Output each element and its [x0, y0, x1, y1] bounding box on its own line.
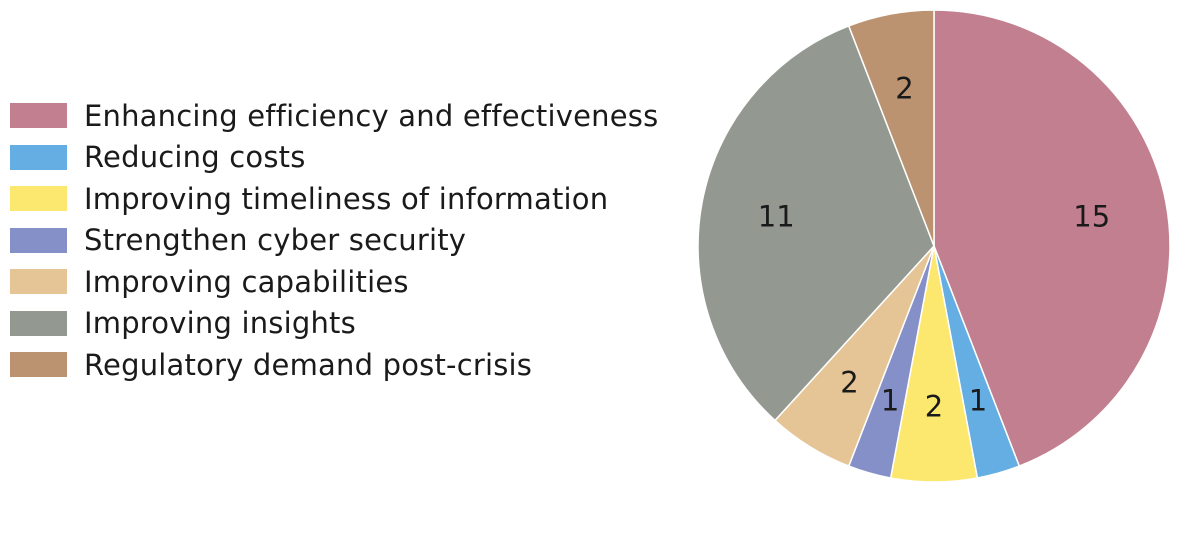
legend-swatch-timeliness	[10, 186, 67, 212]
slice-value-label-regulatory: 2	[895, 71, 913, 105]
pie-slices	[697, 9, 1171, 483]
legend: Enhancing efficiency and effectiveness R…	[10, 95, 658, 386]
slice-value-label-timeliness: 2	[925, 389, 943, 423]
pie-slice-regulatory	[847, 9, 935, 247]
legend-swatch-efficiency	[10, 103, 67, 129]
legend-swatch-cyber-security	[10, 227, 67, 253]
slice-value-label-cyber-security: 1	[881, 383, 899, 417]
legend-swatch-regulatory	[10, 352, 67, 378]
legend-item-regulatory: Regulatory demand post-crisis	[10, 344, 658, 386]
pie-slice-insights	[697, 24, 935, 422]
legend-label-cyber-security: Strengthen cyber security	[84, 223, 467, 258]
legend-label-timeliness: Improving timeliness of information	[84, 181, 609, 216]
legend-swatch-costs	[10, 144, 67, 170]
legend-item-efficiency: Enhancing efficiency and effectiveness	[10, 95, 658, 137]
slice-value-label-costs: 1	[969, 383, 987, 417]
legend-item-costs: Reducing costs	[10, 137, 658, 179]
legend-label-costs: Reducing costs	[84, 140, 306, 175]
legend-item-capabilities: Improving capabilities	[10, 261, 658, 303]
slice-value-label-capabilities: 2	[840, 365, 858, 399]
legend-label-capabilities: Improving capabilities	[84, 264, 409, 299]
legend-item-timeliness: Improving timeliness of information	[10, 178, 658, 220]
pie-slice-efficiency	[933, 9, 1171, 468]
legend-item-cyber-security: Strengthen cyber security	[10, 220, 658, 262]
legend-swatch-capabilities	[10, 269, 67, 295]
slice-value-label-insights: 11	[758, 200, 795, 234]
legend-label-insights: Improving insights	[84, 306, 356, 341]
slice-value-label-efficiency: 15	[1073, 200, 1110, 234]
legend-item-insights: Improving insights	[10, 303, 658, 345]
legend-label-efficiency: Enhancing efficiency and effectiveness	[84, 98, 659, 133]
legend-swatch-insights	[10, 310, 67, 336]
legend-label-regulatory: Regulatory demand post-crisis	[84, 347, 533, 382]
